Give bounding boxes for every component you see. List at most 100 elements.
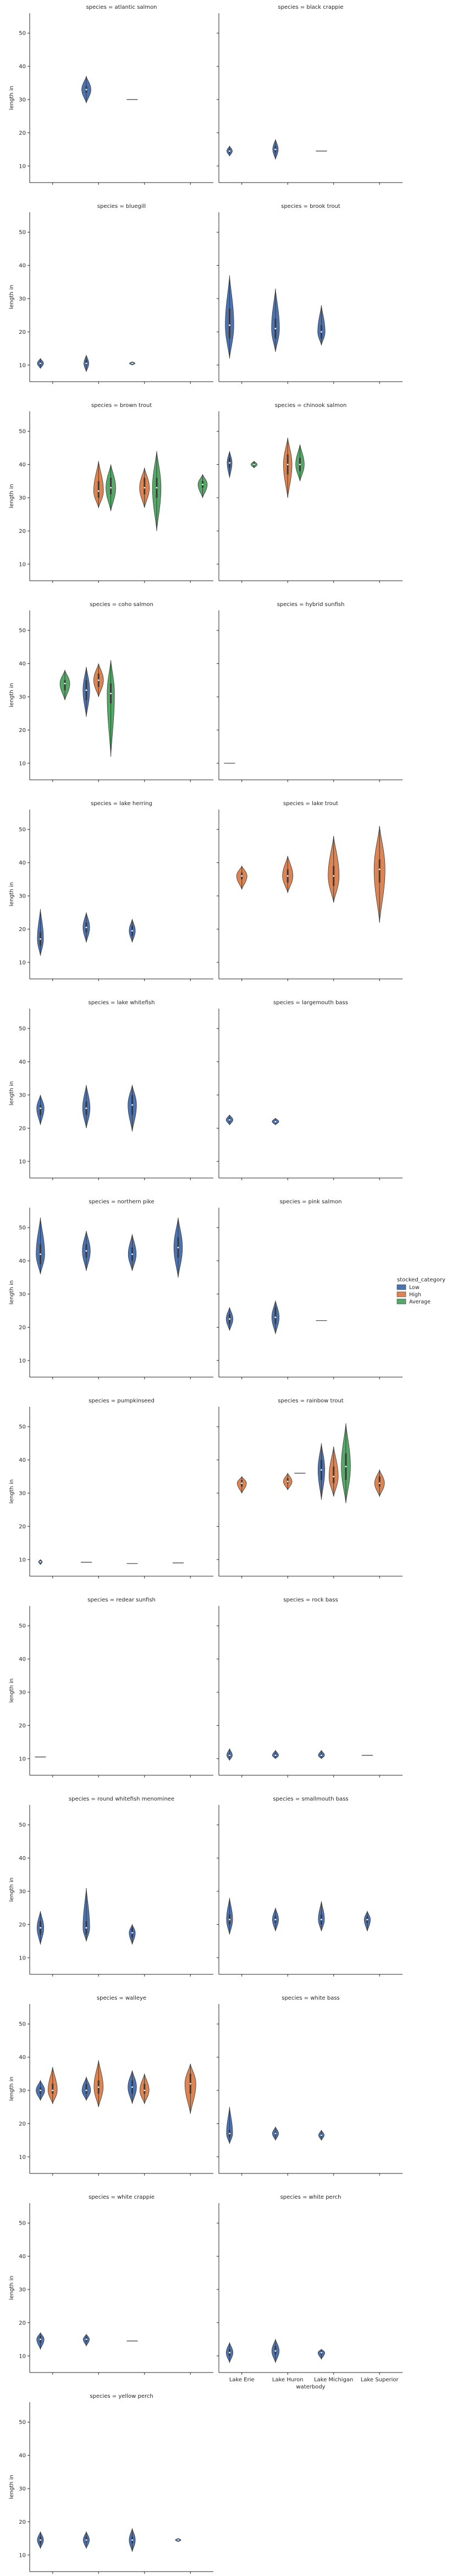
y-tick-label: 20 <box>19 130 26 136</box>
y-axis-label: length in <box>9 882 15 906</box>
y-tick-label: 20 <box>19 2121 26 2127</box>
panel-title-lake-trout: species = lake trout <box>283 801 338 807</box>
panel-title-redear-sunfish: species = redear sunfish <box>87 1597 156 1603</box>
y-tick-label: 50 <box>19 31 26 37</box>
panel-title-chinook-salmon: species = chinook salmon <box>275 403 347 409</box>
violin-brown-trout-average-1-median <box>110 487 112 489</box>
y-axis-label: length in <box>9 484 15 508</box>
y-tick-label: 40 <box>19 64 26 70</box>
violin-round-whitefish-menominee-low-1-median <box>85 1927 87 1929</box>
violin-smallmouth-bass-low-0-median <box>229 1918 230 1920</box>
violin-lake-trout-high-1-median <box>286 875 289 877</box>
panel-title-walleye: species = walleye <box>97 1995 146 2001</box>
panel-title-white-perch: species = white perch <box>280 2194 341 2200</box>
violin-white-bass-low-0-median <box>229 2133 230 2134</box>
y-tick-label: 10 <box>19 2353 26 2359</box>
violin-yellow-perch-low-1-median <box>85 2539 87 2541</box>
y-tick-label: 40 <box>19 2254 26 2260</box>
violin-black-crappie-low-1-median <box>274 148 277 151</box>
violin-yellow-perch-low-3-median <box>177 2539 179 2541</box>
violin-walleye-high-3-median <box>189 2083 191 2085</box>
legend-swatch-high <box>396 1291 406 1297</box>
y-tick-label: 10 <box>19 761 26 767</box>
y-tick-label: 30 <box>19 894 26 900</box>
violin-walleye-low-1-median <box>85 2089 87 2091</box>
y-tick-label: 10 <box>19 163 26 169</box>
violin-rock-bass-low-2-median <box>321 1754 322 1757</box>
violin-chinook-salmon-low-0-median <box>229 462 230 464</box>
violin-northern-pike-low-0-median <box>40 1253 41 1255</box>
panel-title-black-crappie: species = black crappie <box>278 4 343 10</box>
y-tick-label: 50 <box>19 429 26 435</box>
violin-lake-trout-high-0-median <box>241 875 243 877</box>
y-tick-label: 40 <box>19 1856 26 1862</box>
violin-bluegill-low-1-median <box>85 362 87 365</box>
y-axis-label: length in <box>9 1479 15 1504</box>
violin-white-perch-low-2-median <box>321 2352 322 2354</box>
y-tick-label: 30 <box>19 1889 26 1895</box>
y-tick-label: 10 <box>19 1955 26 1961</box>
y-tick-label: 30 <box>19 496 26 502</box>
violin-white-bass-low-1-median <box>274 2133 277 2134</box>
panel-title-atlantic-salmon: species = atlantic salmon <box>86 4 157 10</box>
panel-title-largemouth-bass: species = largemouth bass <box>273 1000 348 1006</box>
y-tick-label: 50 <box>19 2420 26 2426</box>
panel-title-bluegill: species = bluegill <box>97 203 146 210</box>
violin-brown-trout-average-2-median <box>156 487 158 489</box>
x-tick-label: Lake Erie <box>229 2377 255 2383</box>
violin-rainbow-trout-high-2-median <box>333 1476 335 1478</box>
violin-bluegill-low-2-median <box>131 362 133 365</box>
violin-chinook-salmon-average-1-median <box>299 464 301 466</box>
violin-rainbow-trout-high-0-median <box>241 1482 243 1484</box>
y-tick-label: 50 <box>19 1424 26 1430</box>
y-tick-label: 40 <box>19 860 26 866</box>
y-tick-label: 10 <box>19 562 26 568</box>
y-tick-label: 50 <box>19 1623 26 1630</box>
y-tick-label: 10 <box>19 2552 26 2558</box>
y-tick-label: 20 <box>19 2519 26 2525</box>
violin-chinook-salmon-average-0-median <box>253 464 255 466</box>
y-tick-label: 10 <box>19 1159 26 1165</box>
violin-brook-trout-low-0-median <box>229 324 230 326</box>
violin-rainbow-trout-high-3-median <box>378 1482 381 1484</box>
violin-walleye-low-2-median <box>131 2086 133 2088</box>
violin-coho-salmon-average-0-median <box>64 682 66 685</box>
violin-walleye-high-0-median <box>52 2089 54 2091</box>
violin-black-crappie-low-0-median <box>229 150 230 152</box>
violin-northern-pike-low-1-median <box>85 1250 87 1252</box>
violin-white-perch-low-1-median <box>274 2350 277 2352</box>
panel-title-brown-trout: species = brown trout <box>91 403 152 409</box>
panel-title-rock-bass: species = rock bass <box>283 1597 338 1603</box>
violin-brook-trout-low-1-median <box>274 327 277 329</box>
y-axis-label: length in <box>9 2077 15 2101</box>
violin-pumpkinseed-low-0-median <box>40 1561 41 1563</box>
y-axis-label: length in <box>9 1878 15 1902</box>
y-tick-label: 30 <box>19 1690 26 1696</box>
y-tick-label: 40 <box>19 2453 26 2459</box>
y-tick-label: 20 <box>19 1524 26 1530</box>
y-tick-label: 30 <box>19 296 26 302</box>
y-tick-label: 30 <box>19 1491 26 1497</box>
violin-brown-trout-high-2-median <box>144 487 146 489</box>
panel-title-northern-pike: species = northern pike <box>89 1199 154 1205</box>
violin-rock-bass-low-0-median <box>229 1754 230 1757</box>
legend-label-low: Low <box>409 1285 420 1291</box>
panel-title-lake-whitefish: species = lake whitefish <box>89 1000 155 1006</box>
violin-brown-trout-high-1-median <box>97 490 100 492</box>
panel-title-yellow-perch: species = yellow perch <box>90 2393 153 2399</box>
y-tick-label: 50 <box>19 2221 26 2227</box>
y-axis-label: length in <box>9 86 15 110</box>
x-tick-label: Lake Superior <box>361 2377 399 2383</box>
y-tick-label: 30 <box>19 97 26 103</box>
violin-coho-salmon-average-1-median <box>110 692 112 695</box>
y-tick-label: 10 <box>19 1557 26 1563</box>
violin-coho-salmon-high-1-median <box>97 679 100 681</box>
violin-white-bass-low-2-median <box>321 2134 322 2136</box>
violin-rock-bass-low-1-median <box>274 1754 277 1757</box>
violin-northern-pike-low-3-median <box>177 1247 179 1248</box>
violin-northern-pike-low-2-median <box>131 1253 133 1255</box>
y-tick-label: 10 <box>19 362 26 368</box>
violin-round-whitefish-menominee-low-0-median <box>40 1927 41 1929</box>
